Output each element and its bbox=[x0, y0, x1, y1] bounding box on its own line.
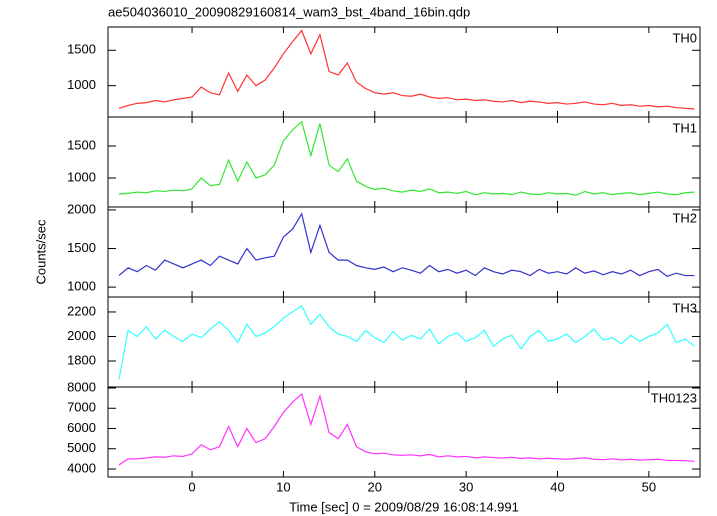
y-tick-label: 8000 bbox=[67, 379, 96, 394]
y-tick-label: 5000 bbox=[67, 440, 96, 455]
y-tick-label: 1000 bbox=[67, 279, 96, 294]
y-tick-label: 2000 bbox=[67, 201, 96, 216]
y-tick-label: 1800 bbox=[67, 352, 96, 367]
panel-label: TH1 bbox=[672, 120, 697, 135]
y-tick-label: 1500 bbox=[67, 42, 96, 57]
x-tick-label: 10 bbox=[276, 479, 290, 494]
panel-frame bbox=[107, 206, 701, 298]
series-line bbox=[118, 29, 695, 110]
y-tick-label: 7000 bbox=[67, 400, 96, 415]
y-axis-label: Counts/sec bbox=[33, 219, 48, 285]
panel-label: TH2 bbox=[672, 210, 697, 225]
panel: ae504036010_20090829160814_wam3_bst_4ban… bbox=[67, 4, 701, 118]
panel-frame bbox=[107, 296, 701, 388]
series-line bbox=[118, 304, 695, 380]
panel-frame bbox=[107, 386, 701, 478]
x-tick-label: 0 bbox=[188, 479, 195, 494]
x-tick-label: 40 bbox=[550, 479, 564, 494]
panel-label: TH0123 bbox=[651, 390, 697, 405]
x-tick-label: 20 bbox=[368, 479, 382, 494]
y-tick-label: 1500 bbox=[67, 240, 96, 255]
series-line bbox=[118, 393, 695, 466]
panel-label: TH0 bbox=[672, 30, 697, 45]
panel: TH1 1000 1500 bbox=[67, 116, 701, 208]
x-tick-label: 50 bbox=[642, 479, 656, 494]
panel: TH3 1800 2000 2200 bbox=[67, 296, 701, 388]
y-tick-label: 1500 bbox=[67, 137, 96, 152]
y-tick-label: 2000 bbox=[67, 328, 96, 343]
panel: Time [sec] 0 = 2009/08/29 16:08:14.991 TH… bbox=[67, 379, 701, 514]
x-tick-label: 30 bbox=[459, 479, 473, 494]
panel-frame bbox=[107, 116, 701, 208]
chart-title: ae504036010_20090829160814_wam3_bst_4ban… bbox=[108, 4, 470, 19]
x-axis-label: Time [sec] 0 = 2009/08/29 16:08:14.991 bbox=[289, 499, 519, 514]
y-tick-label: 1000 bbox=[67, 169, 96, 184]
y-tick-label: 1000 bbox=[67, 77, 96, 92]
series-line bbox=[118, 212, 695, 277]
series-line bbox=[118, 120, 695, 196]
panel: Counts/sec TH2 1000 1500 2000 bbox=[33, 201, 701, 298]
panel-label: TH3 bbox=[672, 300, 697, 315]
y-tick-label: 6000 bbox=[67, 420, 96, 435]
y-tick-label: 4000 bbox=[67, 460, 96, 475]
y-tick-label: 2200 bbox=[67, 303, 96, 318]
